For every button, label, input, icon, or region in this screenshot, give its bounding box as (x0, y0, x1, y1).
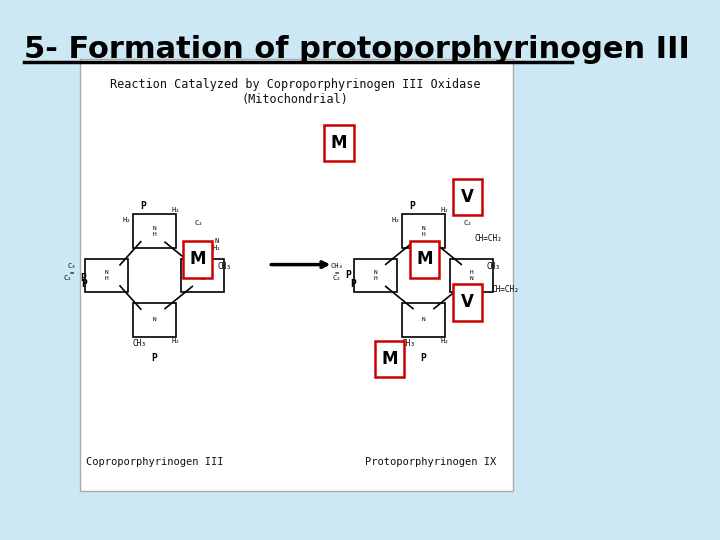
Text: M: M (381, 350, 397, 368)
FancyBboxPatch shape (453, 284, 482, 321)
FancyBboxPatch shape (80, 59, 513, 491)
Text: V: V (462, 188, 474, 206)
Text: P: P (140, 201, 146, 211)
Text: H₂: H₂ (392, 217, 400, 223)
Text: P: P (345, 271, 351, 280)
Text: N
H: N H (104, 270, 108, 281)
Text: P: P (81, 273, 86, 284)
Text: C₂: C₂ (63, 275, 72, 281)
Text: Reaction Catalyzed by Coproporphyrinogen III Oxidase
(Mitochondrial): Reaction Catalyzed by Coproporphyrinogen… (109, 78, 480, 106)
Text: H₂: H₂ (441, 338, 449, 344)
Text: H
N: H N (201, 270, 204, 281)
Text: C₂: C₂ (333, 275, 341, 281)
Text: CH₃: CH₃ (217, 262, 231, 272)
Text: N
H₂: N H₂ (212, 238, 221, 251)
Text: N: N (153, 317, 156, 322)
FancyBboxPatch shape (133, 303, 176, 336)
Text: N
H: N H (422, 226, 426, 237)
Text: H₂: H₂ (122, 217, 131, 223)
Text: N: N (422, 317, 426, 322)
FancyBboxPatch shape (450, 259, 493, 292)
Text: Coproporphyrinogen III: Coproporphyrinogen III (86, 457, 223, 467)
Text: P: P (410, 201, 415, 211)
Text: CH₃
=: CH₃ = (330, 263, 343, 276)
FancyBboxPatch shape (325, 125, 354, 161)
Text: M: M (189, 250, 206, 268)
FancyBboxPatch shape (354, 259, 397, 292)
Text: M: M (416, 250, 433, 268)
Text: N
H: N H (373, 270, 377, 281)
Text: N
H: N H (153, 226, 156, 237)
Text: CH=CH₂: CH=CH₂ (492, 285, 520, 294)
Text: CH₃: CH₃ (401, 339, 415, 348)
FancyBboxPatch shape (181, 259, 225, 292)
Text: C₂: C₂ (464, 220, 472, 226)
Text: Protoporphyrinogen IX: Protoporphyrinogen IX (365, 457, 496, 467)
FancyBboxPatch shape (402, 303, 445, 336)
Text: C₃
=: C₃ = (68, 263, 76, 276)
FancyBboxPatch shape (402, 214, 445, 248)
Text: P: P (420, 353, 426, 363)
Text: H₂: H₂ (441, 207, 449, 213)
Text: H₂: H₂ (172, 207, 181, 213)
FancyBboxPatch shape (374, 341, 404, 377)
Text: CH=CH₂: CH=CH₂ (474, 234, 503, 243)
FancyBboxPatch shape (453, 179, 482, 215)
Text: P: P (351, 279, 356, 289)
FancyBboxPatch shape (410, 241, 439, 278)
Text: CH₃: CH₃ (132, 339, 146, 348)
Text: H₂: H₂ (172, 338, 181, 344)
Text: M: M (331, 134, 347, 152)
FancyBboxPatch shape (133, 214, 176, 248)
Text: CH₃: CH₃ (487, 262, 500, 272)
FancyBboxPatch shape (183, 241, 212, 278)
Text: V: V (462, 293, 474, 312)
FancyBboxPatch shape (85, 259, 127, 292)
Text: P: P (152, 353, 158, 363)
Text: C₂: C₂ (195, 220, 203, 226)
Text: P: P (81, 279, 88, 289)
Text: 5- Formation of protoporphyrinogen III: 5- Formation of protoporphyrinogen III (24, 35, 690, 64)
Text: H
N: H N (470, 270, 474, 281)
